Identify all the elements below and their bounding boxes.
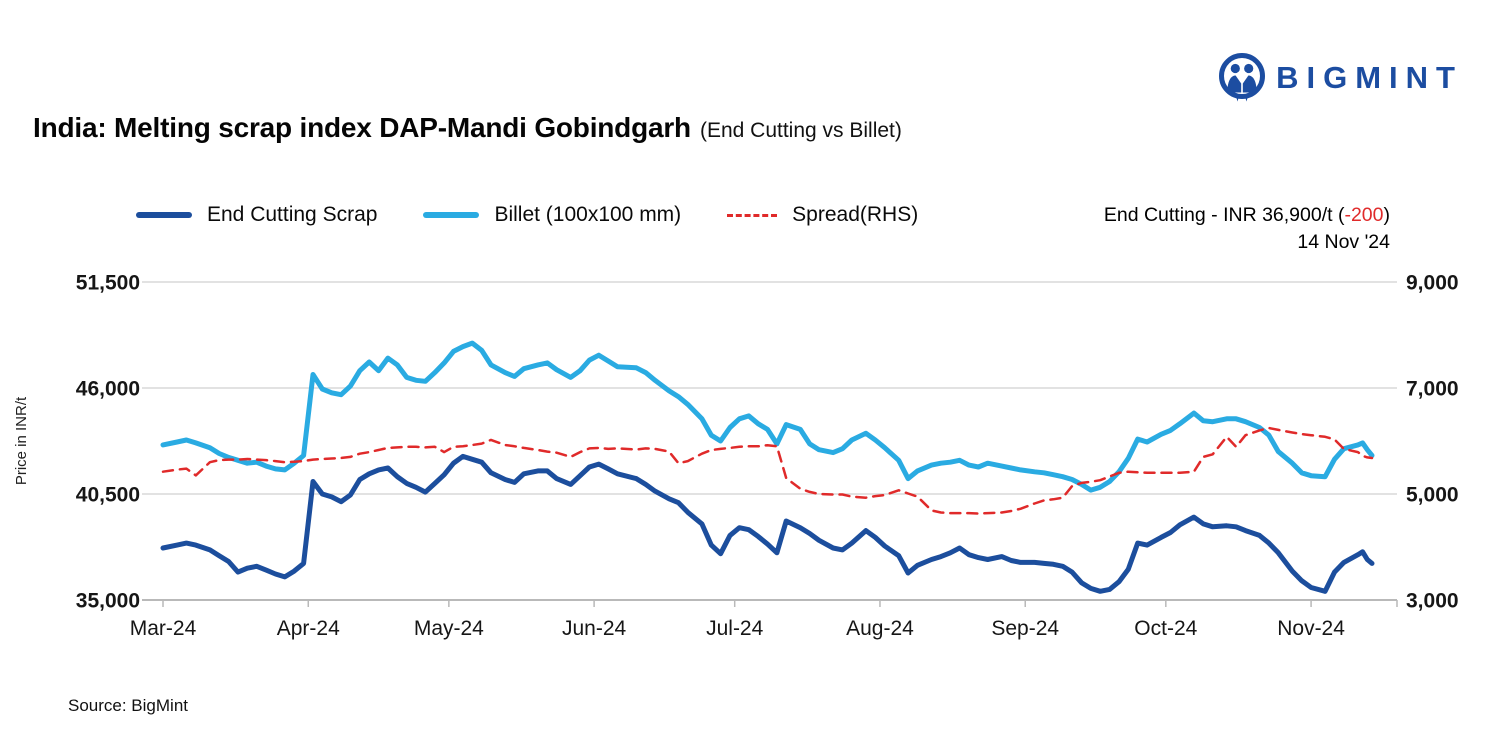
x-tick-label: Mar-24: [130, 617, 197, 640]
x-tick-label: Sep-24: [991, 617, 1059, 640]
y-axis-left-tick-label: 46,000: [76, 378, 140, 401]
spread-line-swatch: [727, 213, 778, 217]
legend: End Cutting Scrap Billet (100x100 mm) Sp…: [136, 203, 918, 227]
x-tick-label: May-24: [414, 617, 484, 640]
x-tick-label: Oct-24: [1134, 617, 1197, 640]
axis-labels: 51,500 9,000 46,000 7,000 40,500 5,000 35,000 3…: [13, 272, 1459, 641]
legend-item-billet: Billet (100x100 mm): [423, 203, 681, 227]
end-cutting-scrap-line: [160, 453, 1375, 594]
series-lines: [160, 340, 1375, 594]
x-tick-label: Jul-24: [706, 617, 764, 640]
bigmint-logo: BIGMINT: [1218, 52, 1463, 104]
legend-item-spread: Spread(RHS): [727, 203, 918, 227]
y-axis-right-tick-label: 3,000: [1406, 590, 1459, 613]
y-axis-title: Price in INR/t: [13, 396, 30, 485]
billet-line-swatch: [423, 212, 480, 218]
y-axis-left-tick-label: 35,000: [76, 590, 140, 613]
bigmint-logo-text: BIGMINT: [1276, 60, 1463, 95]
page-title: India: Melting scrap index DAP-Mandi Gob…: [33, 112, 902, 144]
price-chart: 51,500 9,000 46,000 7,000 40,500 5,000 35,000 3…: [13, 272, 1459, 641]
legend-label-spread: Spread(RHS): [792, 203, 919, 226]
source-note: Source: BigMint: [68, 696, 188, 715]
y-axis-right-tick-label: 9,000: [1406, 272, 1459, 295]
latest-price-line: End Cutting - INR 36,900/t (-200): [1103, 204, 1390, 226]
x-tick-label: Jun-24: [562, 617, 627, 640]
y-axis-right-tick-label: 5,000: [1406, 484, 1459, 507]
latest-price-date: 14 Nov '24: [1297, 231, 1390, 253]
x-tick-label: Nov-24: [1277, 617, 1345, 640]
y-axis-right-tick-label: 7,000: [1406, 378, 1459, 401]
chart-subtitle: (End Cutting vs Billet): [699, 119, 902, 142]
x-tick-label: Aug-24: [846, 617, 914, 640]
y-axis-left-tick-label: 40,500: [76, 484, 140, 507]
chart-title: India: Melting scrap index DAP-Mandi Gob…: [33, 112, 691, 143]
legend-item-end-cutting: End Cutting Scrap: [136, 203, 377, 227]
bigmint-logo-icon: [1219, 53, 1266, 102]
price-change-value: -200: [1344, 204, 1384, 226]
legend-label-billet: Billet (100x100 mm): [494, 203, 682, 226]
spread-rhs-line: [161, 426, 1374, 515]
y-axis-left-tick-label: 51,500: [76, 272, 140, 295]
legend-label-end-cutting: End Cutting Scrap: [207, 203, 378, 226]
end-cutting-line-swatch: [136, 212, 192, 218]
billet-100x100-mm-line: [160, 340, 1375, 493]
x-tick-label: Apr-24: [277, 617, 340, 640]
latest-price-annotation: End Cutting - INR 36,900/t (-200) 14 Nov…: [1104, 202, 1390, 256]
